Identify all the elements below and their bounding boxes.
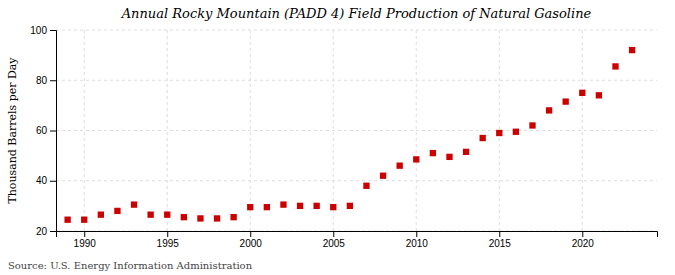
- point: [579, 90, 585, 96]
- point: [64, 217, 70, 223]
- tick-mark: [50, 231, 56, 232]
- tick: 40: [36, 175, 56, 186]
- x-axis: 1990 1995 2000 2005 2010 2015 2020: [57, 231, 658, 249]
- point: [629, 47, 635, 53]
- point: [496, 130, 502, 136]
- tick-mark: [250, 231, 251, 237]
- point: [214, 215, 220, 221]
- grid-line: [416, 30, 417, 231]
- grid-line: [56, 180, 657, 181]
- tick-mark: [84, 231, 85, 237]
- point: [164, 212, 170, 218]
- tick-label: 2010: [406, 238, 429, 249]
- point: [297, 203, 303, 209]
- point: [131, 201, 137, 207]
- axis-line: [57, 232, 658, 238]
- tick-mark: [333, 231, 334, 237]
- point: [247, 204, 253, 210]
- tick: 1995: [157, 231, 180, 249]
- point: [363, 183, 369, 189]
- tick: 80: [36, 75, 56, 86]
- point: [563, 98, 569, 104]
- point: [446, 154, 452, 160]
- tick-mark: [50, 30, 56, 31]
- tick-label: 40: [36, 175, 48, 186]
- point: [330, 204, 336, 210]
- source-note: Source: U.S. Energy Information Administ…: [8, 260, 253, 271]
- point: [397, 163, 403, 169]
- tick-mark: [582, 231, 583, 237]
- point: [612, 63, 618, 69]
- point: [430, 150, 436, 156]
- tick-label: 100: [30, 25, 47, 36]
- grid-line: [56, 130, 657, 131]
- point: [529, 122, 535, 128]
- tick-label: 2000: [240, 238, 263, 249]
- point: [114, 208, 120, 214]
- tick: 2015: [489, 231, 512, 249]
- point: [181, 214, 187, 220]
- tick-label: 2015: [489, 238, 512, 249]
- tick-label: 60: [36, 125, 48, 136]
- tick-mark: [50, 181, 56, 182]
- tick-label: 1990: [74, 238, 97, 249]
- tick-mark: [499, 231, 500, 237]
- grid-line: [56, 80, 657, 81]
- y-axis-title: Thousand Barrels per Day: [6, 57, 19, 204]
- tick-label: 2020: [572, 238, 595, 249]
- grid: [56, 30, 657, 231]
- grid-line: [582, 30, 583, 231]
- point: [147, 212, 153, 218]
- point: [380, 173, 386, 179]
- point: [98, 212, 104, 218]
- title: Annual Rocky Mountain (PADD 4) Field Pro…: [121, 6, 592, 21]
- point: [480, 135, 486, 141]
- axis-line: [50, 31, 57, 232]
- point: [313, 203, 319, 209]
- point: [280, 201, 286, 207]
- tick: 60: [36, 125, 56, 136]
- point: [347, 203, 353, 209]
- grid-line: [333, 30, 334, 231]
- tick: 1990: [74, 231, 97, 249]
- tick-mark: [50, 80, 56, 81]
- tick: 2010: [406, 231, 429, 249]
- grid-line: [84, 30, 85, 231]
- chart: 199019952000200520102015202020406080100A…: [0, 0, 675, 275]
- point: [546, 107, 552, 113]
- tick-label: 1995: [157, 238, 180, 249]
- point: [230, 214, 236, 220]
- tick: 2005: [323, 231, 346, 249]
- point: [264, 204, 270, 210]
- tick-mark: [167, 231, 168, 237]
- tick-label: 2005: [323, 238, 346, 249]
- point: [413, 156, 419, 162]
- grid-line: [250, 30, 251, 231]
- tick: 20: [36, 226, 56, 237]
- point: [513, 129, 519, 135]
- point: [81, 217, 87, 223]
- tick-label: 80: [36, 75, 48, 86]
- tick: 2000: [240, 231, 263, 249]
- plot-area: [64, 47, 635, 223]
- tick-label: 20: [36, 226, 48, 237]
- tick: 100: [30, 25, 56, 36]
- point: [596, 92, 602, 98]
- point: [197, 215, 203, 221]
- grid-line: [167, 30, 168, 231]
- tick-mark: [416, 231, 417, 237]
- point: [463, 149, 469, 155]
- tick-mark: [50, 131, 56, 132]
- y-axis: 20 40 60 80 100: [30, 25, 56, 237]
- tick: 2020: [572, 231, 595, 249]
- grid-line: [56, 30, 657, 31]
